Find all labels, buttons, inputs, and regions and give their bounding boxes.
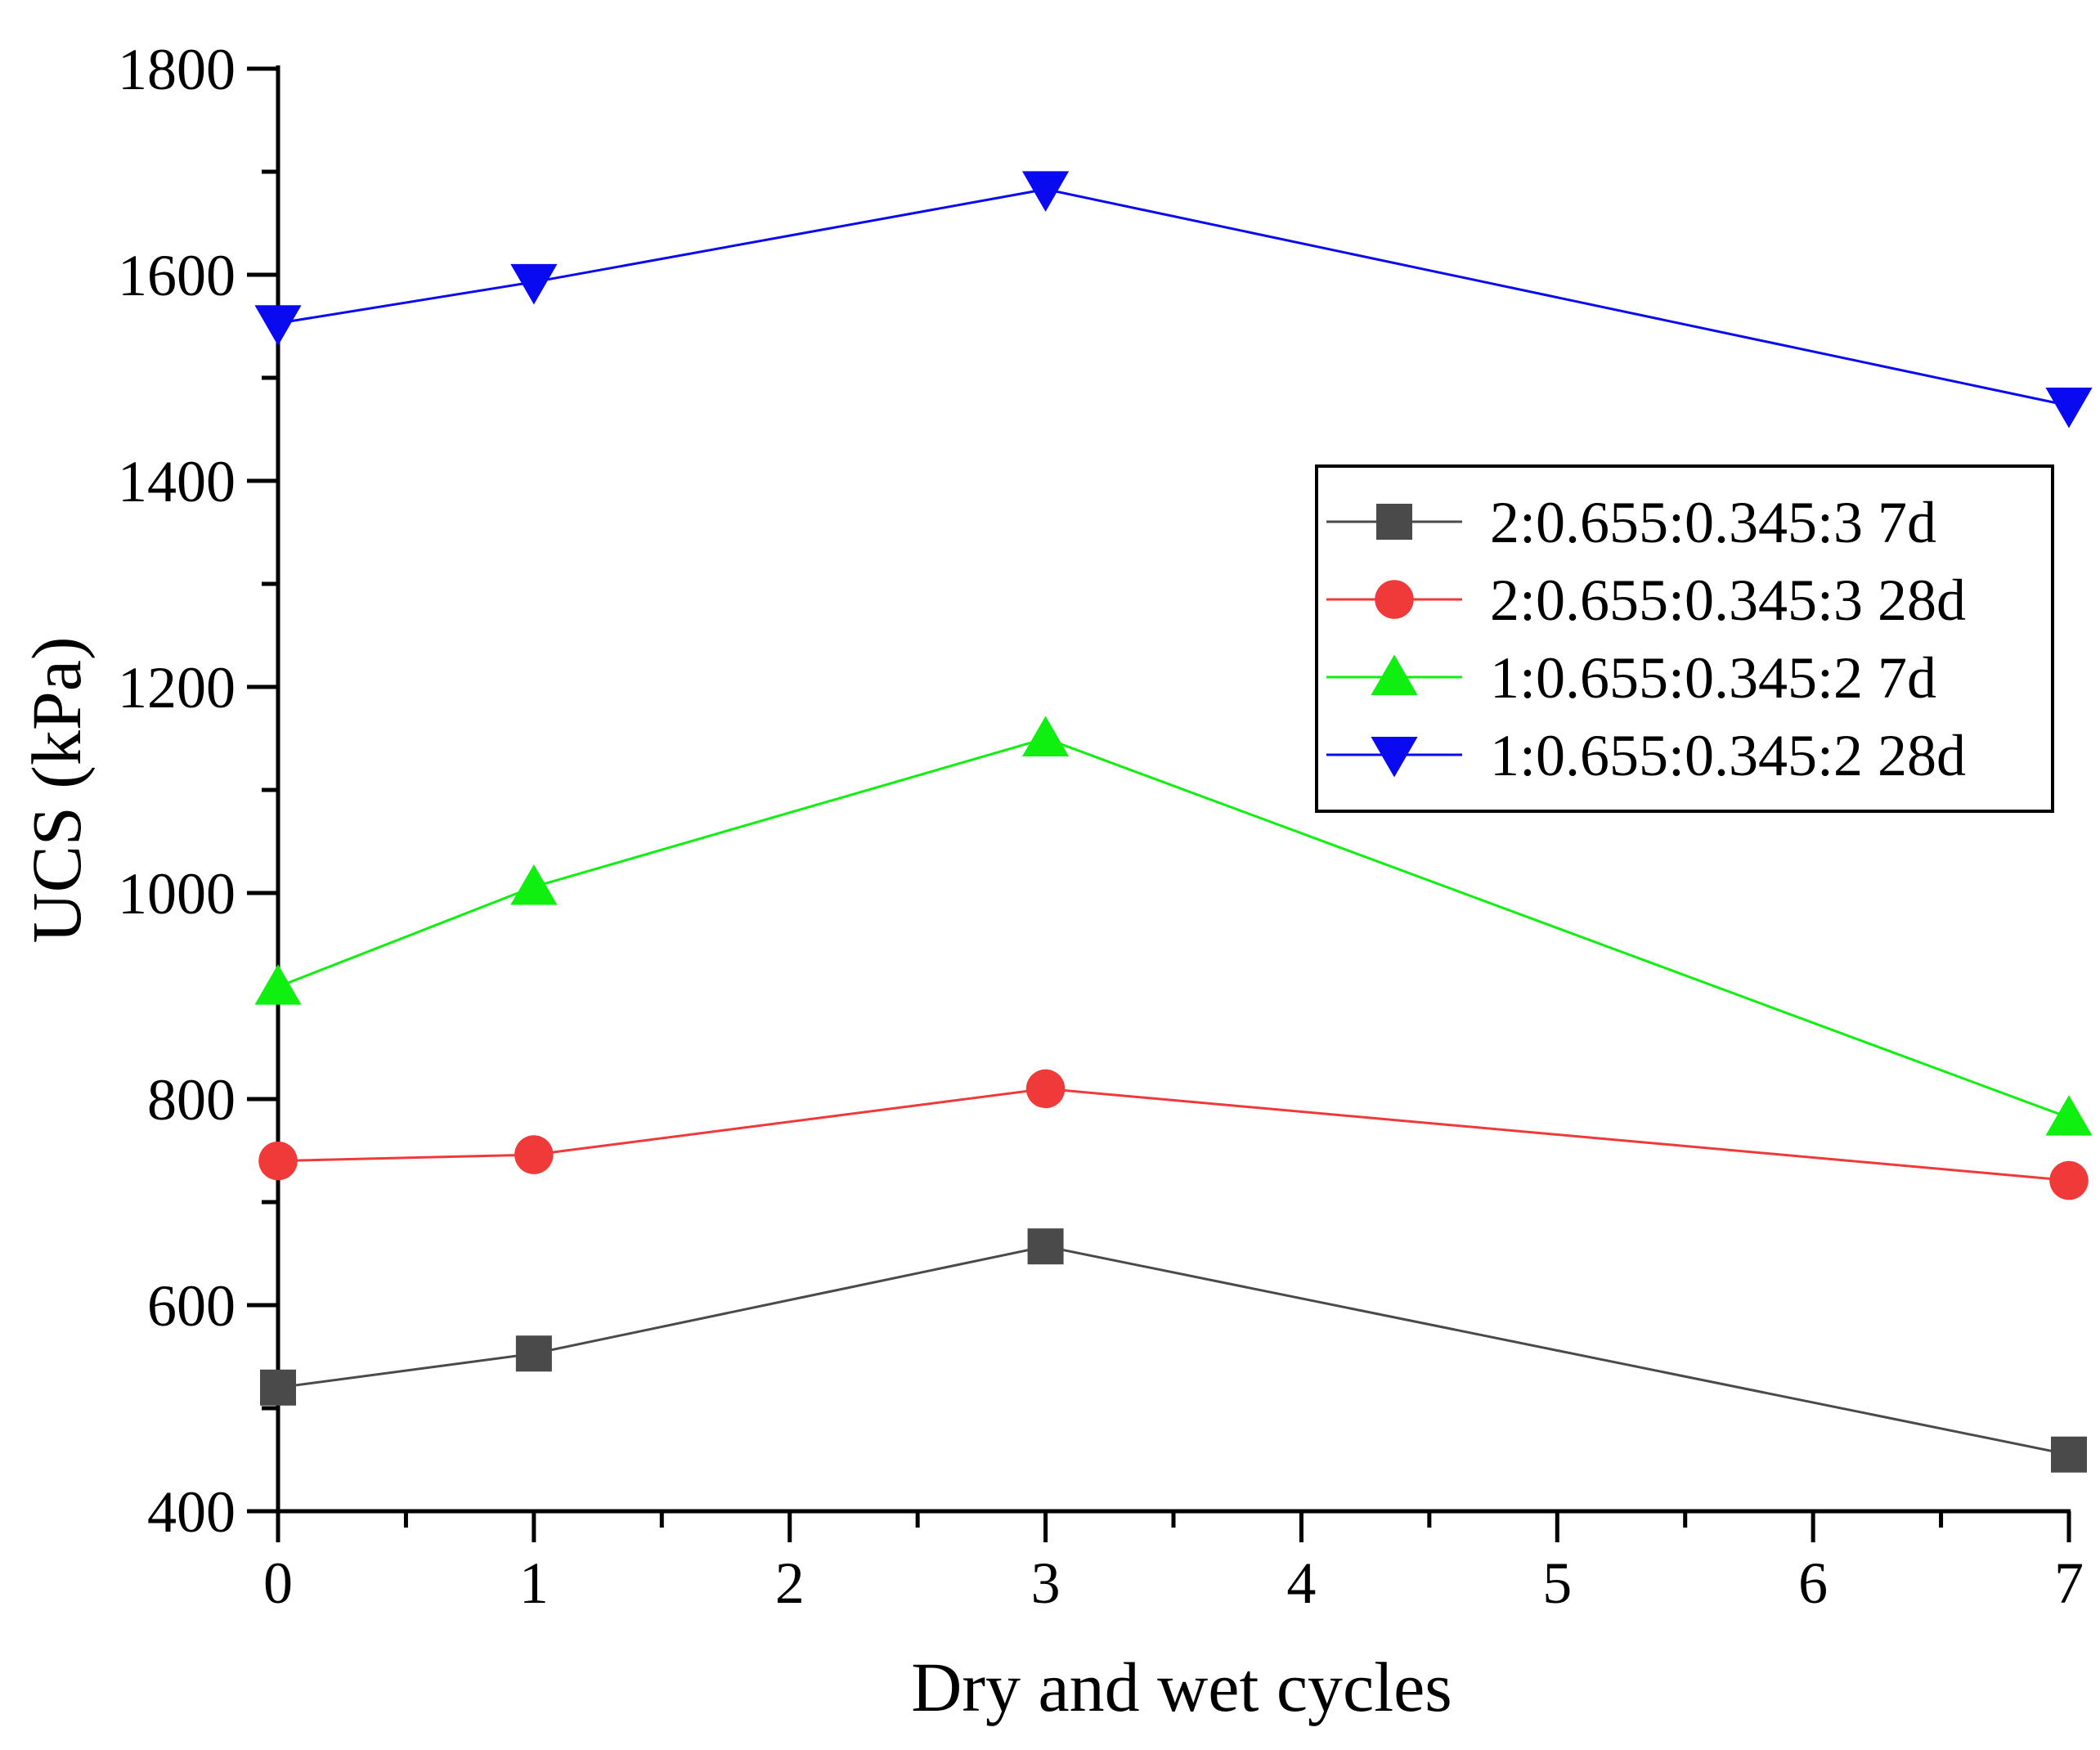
x-axis-title: Dry and wet cycles <box>911 1648 1452 1726</box>
data-point <box>2051 1436 2087 1473</box>
data-point <box>2045 388 2093 429</box>
data-point <box>260 1369 296 1406</box>
legend: 2:0.655:0.345:3 7d 2:0.655:0.345:3 28d 1:0… <box>1315 464 2054 813</box>
x-tick-label: 3 <box>1031 1550 1061 1616</box>
data-point <box>2049 1160 2089 1200</box>
y-axis-title: UCS (kPa) <box>17 636 96 943</box>
data-point <box>515 1335 552 1372</box>
series-4 <box>254 171 2093 429</box>
data-point <box>1027 1228 1064 1265</box>
x-tick-label: 6 <box>1798 1550 1828 1616</box>
x-tick-label: 5 <box>1542 1550 1572 1616</box>
series-2 <box>258 1069 2089 1200</box>
series-1 <box>260 1228 2087 1473</box>
legend-label: 2:0.655:0.345:3 28d <box>1490 568 1966 633</box>
data-point <box>510 864 558 905</box>
data-point <box>1021 171 1070 212</box>
x-tick-label: 1 <box>519 1550 549 1616</box>
legend-marker <box>1371 654 1418 695</box>
data-point <box>1025 1069 1066 1109</box>
legend-item: 2:0.655:0.345:3 28d <box>1326 568 1966 633</box>
series-layer <box>254 171 2093 1473</box>
y-tick-label: 400 <box>147 1479 236 1545</box>
data-point <box>510 263 558 305</box>
legend-item: 1:0.655:0.345:2 7d <box>1326 645 1936 711</box>
y-tick-label: 1600 <box>118 243 236 308</box>
legend-label: 1:0.655:0.345:2 7d <box>1490 645 1936 711</box>
data-point <box>254 964 302 1005</box>
legend-label: 1:0.655:0.345:2 28d <box>1490 723 1966 788</box>
y-tick-label: 1000 <box>118 861 236 927</box>
legend-marker <box>1371 737 1418 778</box>
series-line <box>277 187 2070 407</box>
y-tick-label: 600 <box>147 1273 236 1339</box>
legend-label: 2:0.655:0.345:3 7d <box>1490 490 1936 555</box>
y-tick-label: 1800 <box>118 37 236 102</box>
data-point <box>514 1135 554 1174</box>
legend-marker <box>1375 580 1414 619</box>
data-point <box>2045 1095 2093 1136</box>
series-line <box>277 737 2070 1120</box>
legend-marker <box>1376 504 1412 540</box>
x-tick-label: 7 <box>2054 1550 2084 1616</box>
x-tick-label: 2 <box>775 1550 805 1616</box>
series-line <box>277 1245 2070 1456</box>
data-point <box>1021 716 1070 756</box>
y-tick-label: 1400 <box>118 449 236 514</box>
axes: 400 600 800 1000 1200 1400 1600 1800 0 1 2 3 4 5 6 7 <box>118 37 2084 1616</box>
x-tick-label: 4 <box>1286 1550 1316 1616</box>
x-tick-label: 0 <box>263 1550 293 1616</box>
series-3 <box>254 716 2093 1136</box>
legend-item: 1:0.655:0.345:2 28d <box>1326 723 1966 788</box>
data-point <box>254 305 302 346</box>
series-line <box>277 1087 2070 1182</box>
y-tick-label: 800 <box>147 1067 236 1133</box>
legend-item: 2:0.655:0.345:3 7d <box>1326 490 1936 555</box>
data-point <box>258 1141 298 1181</box>
y-tick-label: 1200 <box>118 655 236 720</box>
